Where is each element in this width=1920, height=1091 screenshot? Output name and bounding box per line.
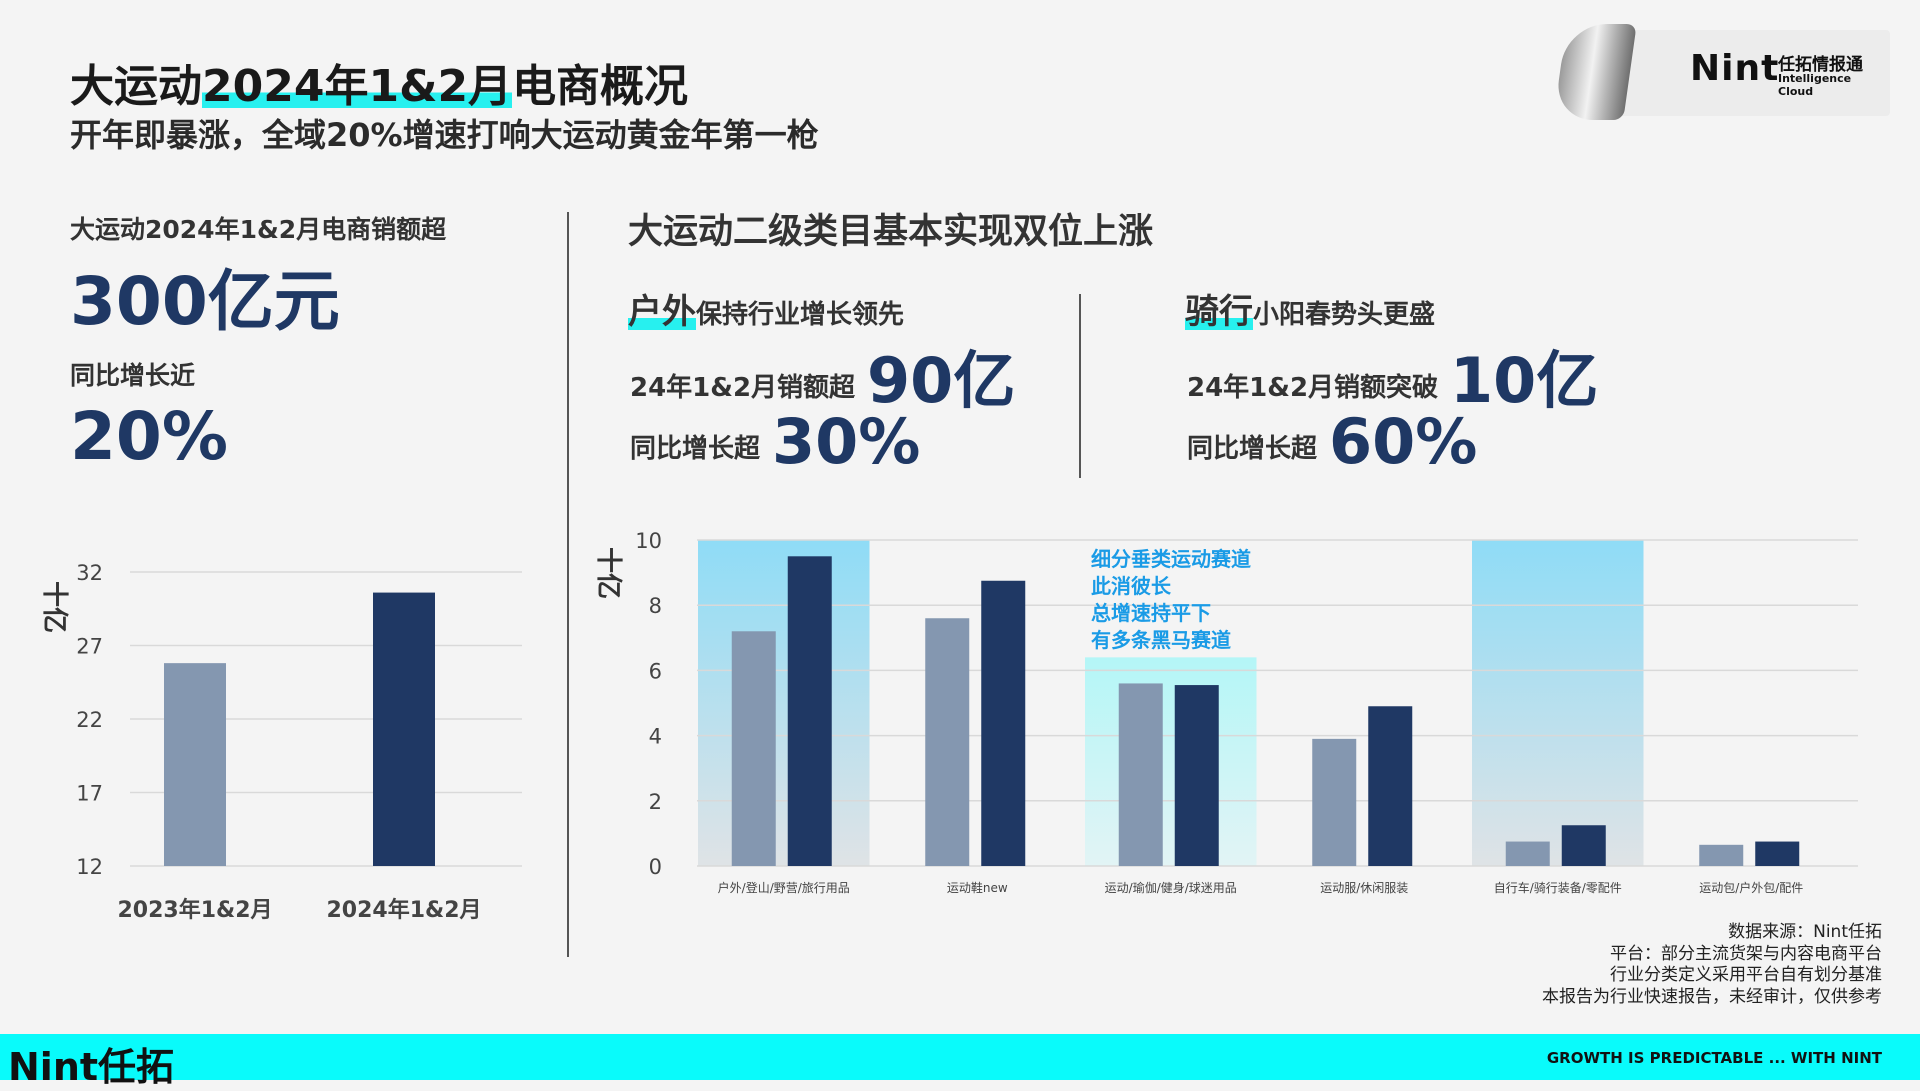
chart-annotation: 总增速持平下 <box>1091 601 1211 625</box>
segment-outdoor-sales-value: 90亿 <box>867 344 1016 417</box>
y-tick-label: 17 <box>76 782 103 806</box>
y-tick-label: 27 <box>76 635 103 659</box>
segment-cycling-growth-value: 60% <box>1329 405 1478 478</box>
x-tick-label: 自行车/骑行装备/零配件 <box>1494 880 1622 895</box>
chart-annotation: 此消彼长 <box>1091 574 1172 598</box>
segment-outdoor-growth: 同比增长超 30% <box>630 405 920 478</box>
chart-annotation: 细分垂类运动赛道 <box>1091 547 1251 571</box>
x-tick-label: 2024年1&2月 <box>326 897 481 923</box>
segment-divider <box>1079 294 1081 478</box>
segment-cycling-sales-value: 10亿 <box>1450 344 1599 417</box>
bar <box>981 580 1026 866</box>
segment-outdoor-title: 户外保持行业增长领先 <box>628 284 904 333</box>
bar <box>1118 683 1163 866</box>
footer-logo: Nint任拓 <box>8 1045 175 1089</box>
segment-cycling-desc: 小阳春势头更盛 <box>1253 300 1436 330</box>
segment-cycling-title: 骑行小阳春势头更盛 <box>1185 284 1435 333</box>
total-sales-value: 300亿元 <box>70 263 340 340</box>
category-highlight <box>698 540 870 866</box>
x-tick-label: 户外/登山/野营/旅行用品 <box>718 880 850 895</box>
page-subtitle: 开年即暴涨，全域20%增速打响大运动黄金年第一枪 <box>70 116 819 154</box>
segment-cycling-sales: 24年1&2月销额突破 10亿 <box>1187 330 1598 420</box>
source-line: 数据来源：Nint任拓 <box>1728 922 1882 942</box>
brand-name-cn: 任拓情报通 <box>1778 55 1863 75</box>
segment-outdoor-growth-value: 30% <box>772 405 921 478</box>
chart-annotation: 有多条黑马赛道 <box>1091 628 1231 652</box>
bar <box>373 592 435 866</box>
bar <box>1312 738 1357 866</box>
segment-outdoor-sales-label: 24年1&2月销额超 <box>630 373 856 403</box>
x-tick-label: 2023年1&2月 <box>117 897 272 923</box>
bar <box>925 618 970 866</box>
source-line: 本报告为行业快速报告，未经审计，仅供参考 <box>1542 986 1882 1007</box>
segment-outdoor-key: 户外 <box>628 292 696 332</box>
category-highlight <box>1085 657 1257 866</box>
y-tick-label: 32 <box>76 561 103 585</box>
y-axis-label: 十亿 <box>39 581 69 633</box>
brand-logo: Nint 任拓情报通 Intelligence Cloud <box>1553 20 1890 120</box>
x-tick-label: 运动服/休闲服装 <box>1320 881 1408 895</box>
y-tick-label: 12 <box>76 855 103 879</box>
footer-bar <box>0 1034 1920 1080</box>
source-notes: 数据来源：Nint任拓 平台：部分主流货架与内容电商平台 行业分类定义采用平台自… <box>1542 922 1882 1008</box>
category-highlight <box>1472 540 1644 866</box>
segment-cycling-growth: 同比增长超 60% <box>1187 405 1477 478</box>
segment-outdoor-growth-label: 同比增长超 <box>630 434 761 464</box>
x-tick-label: 运动包/户外包/配件 <box>1699 880 1803 895</box>
segment-outdoor-sales: 24年1&2月销额超 90亿 <box>630 330 1015 420</box>
total-growth-value: 20% <box>70 398 228 475</box>
y-tick-label: 10 <box>635 529 662 553</box>
y-tick-label: 22 <box>76 708 103 732</box>
total-sales-label: 大运动2024年1&2月电商销额超 <box>70 215 447 244</box>
segment-outdoor-desc: 保持行业增长领先 <box>696 300 905 330</box>
y-tick-label: 8 <box>649 594 662 618</box>
torn-paper-background <box>1590 30 1890 116</box>
paper-curl-graphic <box>1553 24 1637 120</box>
segment-cycling-key: 骑行 <box>1185 292 1253 332</box>
title-prefix: 大运动 <box>70 61 202 112</box>
segment-cycling-growth-label: 同比增长超 <box>1187 434 1318 464</box>
footer-slogan: GROWTH IS PREDICTABLE ... WITH NINT <box>1546 1049 1882 1067</box>
y-axis-label: 十亿 <box>593 547 623 599</box>
brand-name: Nint <box>1690 48 1780 89</box>
bar <box>731 631 776 866</box>
total-sales-bar-chart: 12 17 22 27 32 十亿 2023年1&2月 2024年1&2月 <box>39 561 522 923</box>
category-heading: 大运动二级类目基本实现双位上涨 <box>628 212 1154 252</box>
bar <box>1368 706 1413 866</box>
bar <box>1561 825 1606 866</box>
title-suffix: 电商概况 <box>512 61 689 112</box>
page-title: 大运动2024年1&2月电商概况 <box>70 50 688 114</box>
y-tick-label: 4 <box>649 725 662 749</box>
source-line: 行业分类定义采用平台自有划分基准 <box>1610 965 1882 985</box>
bar <box>164 663 226 866</box>
source-line: 平台：部分主流货架与内容电商平台 <box>1610 943 1882 964</box>
total-growth-label: 同比增长近 <box>70 361 196 390</box>
bar <box>1505 841 1550 866</box>
y-tick-label: 2 <box>649 790 662 814</box>
title-highlight: 2024年1&2月 <box>202 61 513 112</box>
panel-divider <box>567 212 569 957</box>
bar <box>1699 844 1744 866</box>
bar <box>1174 685 1219 866</box>
y-tick-label: 6 <box>649 659 662 683</box>
x-tick-label: 运动鞋new <box>947 880 1008 895</box>
bar <box>1755 841 1800 866</box>
bar <box>787 556 832 866</box>
x-tick-label: 运动/瑜伽/健身/球迷用品 <box>1105 880 1237 895</box>
brand-name-en: Intelligence Cloud <box>1778 72 1852 98</box>
segment-cycling-sales-label: 24年1&2月销额突破 <box>1187 373 1439 403</box>
y-tick-label: 0 <box>649 855 662 879</box>
